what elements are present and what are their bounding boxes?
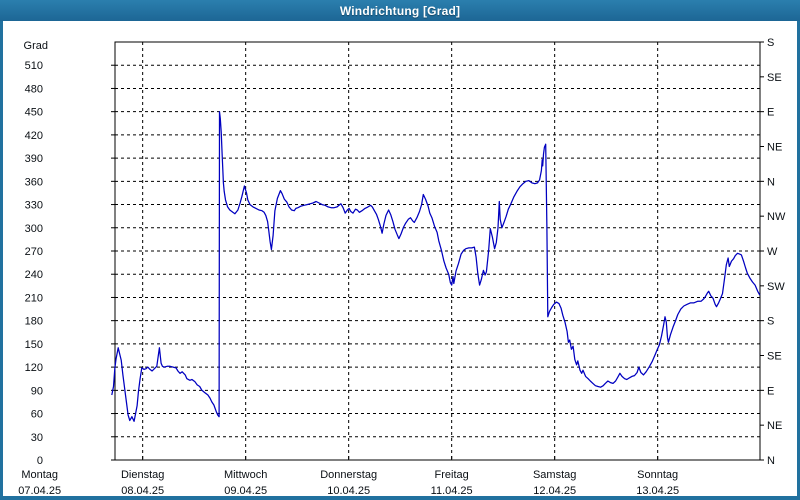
y-axis-tick-label: 270 <box>25 246 43 258</box>
day-label: Montag <box>21 469 58 481</box>
compass-tick-label: NE <box>767 420 782 432</box>
y-axis-tick-label: 450 <box>25 107 43 119</box>
date-label: 09.04.25 <box>224 485 267 497</box>
date-label: 08.04.25 <box>121 485 164 497</box>
y-axis-tick-label: 510 <box>25 60 43 72</box>
y-axis-tick-label: 60 <box>31 409 43 421</box>
compass-tick-label: NE <box>767 142 782 154</box>
date-label: 11.04.25 <box>431 485 473 497</box>
y-axis-tick-label: 480 <box>25 83 43 95</box>
y-axis-tick-label: 210 <box>25 292 43 304</box>
compass-tick-label: SE <box>767 351 782 363</box>
date-label: 13.04.25 <box>636 485 679 497</box>
compass-tick-label: SE <box>767 72 782 84</box>
compass-tick-label: W <box>767 246 778 258</box>
y-axis-tick-label: 120 <box>25 362 43 374</box>
y-axis-tick-label: 360 <box>25 176 43 188</box>
y-axis-tick-label: 30 <box>31 432 43 444</box>
window-content-area <box>3 21 797 496</box>
y-axis-tick-label: 240 <box>25 269 43 281</box>
y-axis-tick-label: 0 <box>37 455 43 467</box>
y-axis-unit-label: Grad <box>24 40 48 52</box>
app-window: Windrichtung [Grad] 03060901201501802102… <box>0 0 800 500</box>
compass-tick-label: SW <box>767 281 785 293</box>
date-label: 10.04.25 <box>327 485 370 497</box>
compass-tick-label: N <box>767 455 775 467</box>
compass-tick-label: S <box>767 316 774 328</box>
compass-tick-label: E <box>767 385 774 397</box>
compass-tick-label: N <box>767 176 775 188</box>
y-axis-tick-label: 90 <box>31 385 43 397</box>
compass-tick-label: S <box>767 37 774 49</box>
compass-tick-label: NW <box>767 211 786 223</box>
wind-direction-chart: 0 30 60 90 120 150 180 210 240 270 300 330 360 390 420… <box>0 0 800 500</box>
day-label: Freitag <box>435 469 469 481</box>
compass-tick-label: E <box>767 107 774 119</box>
y-axis-tick-label: 330 <box>25 200 43 212</box>
day-label: Sonntag <box>637 469 678 481</box>
date-label: 12.04.25 <box>533 485 576 497</box>
y-axis-tick-label: 150 <box>25 339 43 351</box>
y-axis-tick-label: 180 <box>25 316 43 328</box>
y-axis-tick-label: 300 <box>25 223 43 235</box>
day-label: Samstag <box>533 469 576 481</box>
day-label: Donnerstag <box>320 469 377 481</box>
day-label: Dienstag <box>121 469 164 481</box>
day-label: Mittwoch <box>224 469 267 481</box>
y-axis-tick-label: 390 <box>25 153 43 165</box>
y-axis-tick-label: 420 <box>25 130 43 142</box>
date-label: 07.04.25 <box>18 485 61 497</box>
